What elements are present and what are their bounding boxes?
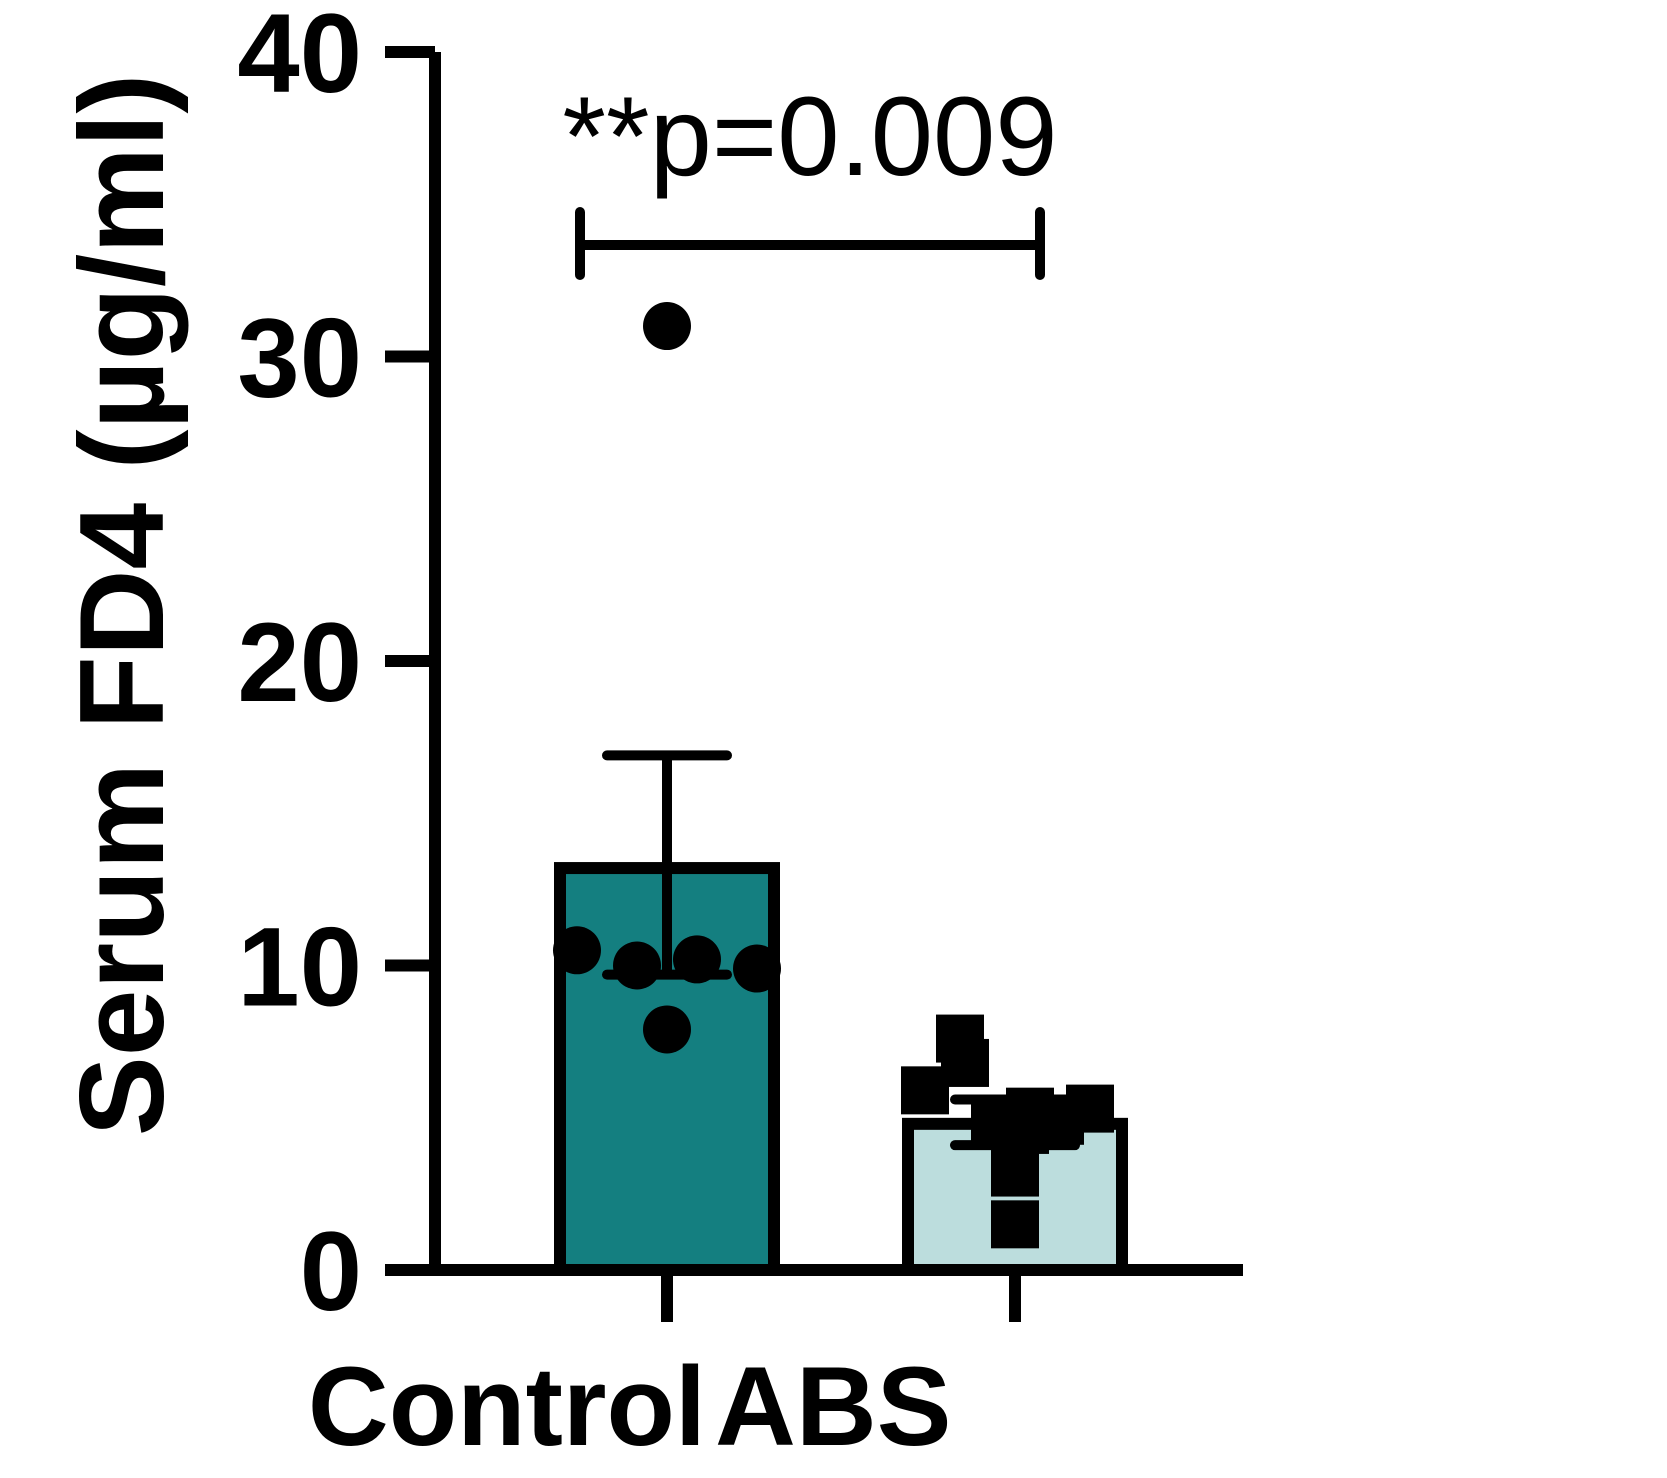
y-axis-title: Serum FD4 (µg/ml) xyxy=(55,74,189,1137)
x-tick-label: Control xyxy=(308,1344,706,1469)
p-value-label: **p=0.009 xyxy=(562,74,1057,199)
y-tick-label: 10 xyxy=(237,905,362,1030)
data-point xyxy=(936,1014,984,1063)
data-point xyxy=(613,941,661,990)
x-axis: Control ABS xyxy=(308,1264,1243,1469)
data-point xyxy=(1066,1084,1114,1133)
error-bars xyxy=(602,750,1080,1151)
y-tick-label: 40 xyxy=(237,0,362,116)
y-tick-label: 20 xyxy=(237,600,362,725)
y-tick-label: 0 xyxy=(300,1209,362,1334)
y-tick-label: 30 xyxy=(237,296,362,421)
significance-annotation: **p=0.009 xyxy=(562,74,1058,280)
data-point xyxy=(643,302,691,351)
data-point xyxy=(643,1005,691,1054)
data-point xyxy=(553,926,601,975)
data-point xyxy=(991,1148,1039,1197)
y-axis: 0 10 20 30 40 xyxy=(237,0,441,1334)
x-tick-label: ABS xyxy=(715,1344,951,1469)
data-point xyxy=(991,1200,1039,1249)
data-point xyxy=(733,944,781,993)
